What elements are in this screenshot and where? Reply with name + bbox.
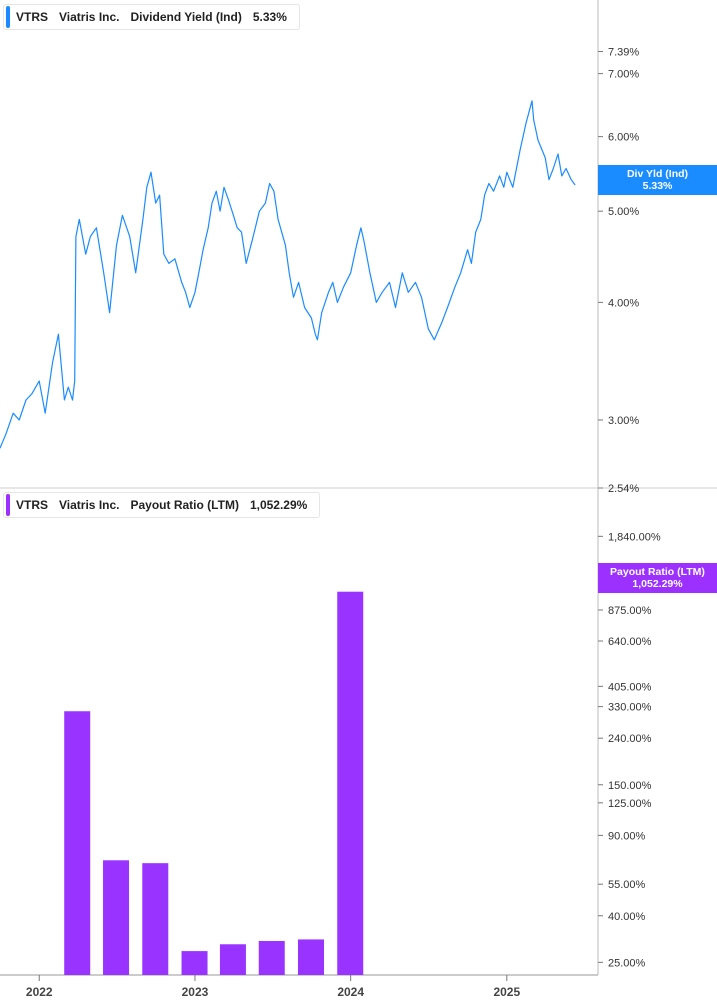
legend-value: 1,052.29% (249, 498, 308, 512)
legend-ticker: VTRS (16, 498, 49, 512)
y-tick-label: 405.00% (608, 681, 652, 693)
legend-payout-ratio: VTRS Viatris Inc. Payout Ratio (LTM) 1,0… (3, 492, 321, 518)
x-tick-label: 2023 (182, 985, 209, 999)
legend-ticker: VTRS (16, 10, 49, 24)
payout-ratio-bar (258, 941, 285, 975)
legend-metric: Payout Ratio (LTM) (130, 498, 239, 512)
payout-ratio-bar (297, 939, 324, 975)
payout-ratio-bar (142, 863, 169, 975)
y-tick-label: 2.54% (608, 483, 639, 495)
y-tick-label: 7.39% (608, 46, 639, 58)
legend-dividend-yield: VTRS Viatris Inc. Dividend Yield (Ind) 5… (3, 4, 300, 30)
payout-ratio-bar (64, 711, 91, 975)
y-tick-label: 55.00% (608, 879, 646, 891)
y-tick-label: 640.00% (608, 636, 652, 648)
legend-metric: Dividend Yield (Ind) (130, 10, 242, 24)
payout-ratio-bar (337, 591, 364, 975)
y-tick-label: 6.00% (608, 132, 639, 144)
y-tick-label: 40.00% (608, 911, 646, 923)
y-tick-label: 4.00% (608, 297, 639, 309)
y-tick-label: 7.00% (608, 69, 639, 81)
flag-value: 1,052.29% (632, 578, 683, 590)
legend-color-swatch (6, 6, 10, 28)
legend-value: 5.33% (252, 10, 287, 24)
y-tick-label: 150.00% (608, 780, 652, 792)
last-value-flag-dividend-yield: Div Yld (Ind) 5.33% (598, 165, 717, 195)
flag-label: Payout Ratio (LTM) (610, 566, 705, 578)
y-tick-label: 240.00% (608, 733, 652, 745)
last-value-flag-payout-ratio: Payout Ratio (LTM) 1,052.29% (598, 563, 717, 593)
y-tick-label: 90.00% (608, 830, 646, 842)
y-tick-label: 5.00% (608, 206, 639, 218)
x-tick-label: 2024 (337, 985, 364, 999)
dividend-yield-line (0, 100, 576, 449)
payout-ratio-bar (103, 860, 130, 975)
y-tick-label: 1,840.00% (608, 531, 661, 543)
y-tick-label: 330.00% (608, 702, 652, 714)
x-tick-label: 2025 (493, 985, 520, 999)
legend-color-swatch (6, 494, 10, 516)
payout-ratio-bar (219, 944, 246, 975)
x-tick-label: 2022 (26, 985, 53, 999)
flag-label: Div Yld (Ind) (626, 168, 689, 180)
flag-value: 5.33% (642, 180, 673, 192)
payout-ratio-bar (181, 951, 208, 975)
legend-company: Viatris Inc. (59, 10, 120, 24)
y-tick-label: 875.00% (608, 605, 652, 617)
legend-company: Viatris Inc. (59, 498, 120, 512)
y-tick-label: 25.00% (608, 957, 646, 969)
y-tick-label: 125.00% (608, 798, 652, 810)
y-tick-label: 3.00% (608, 415, 639, 427)
